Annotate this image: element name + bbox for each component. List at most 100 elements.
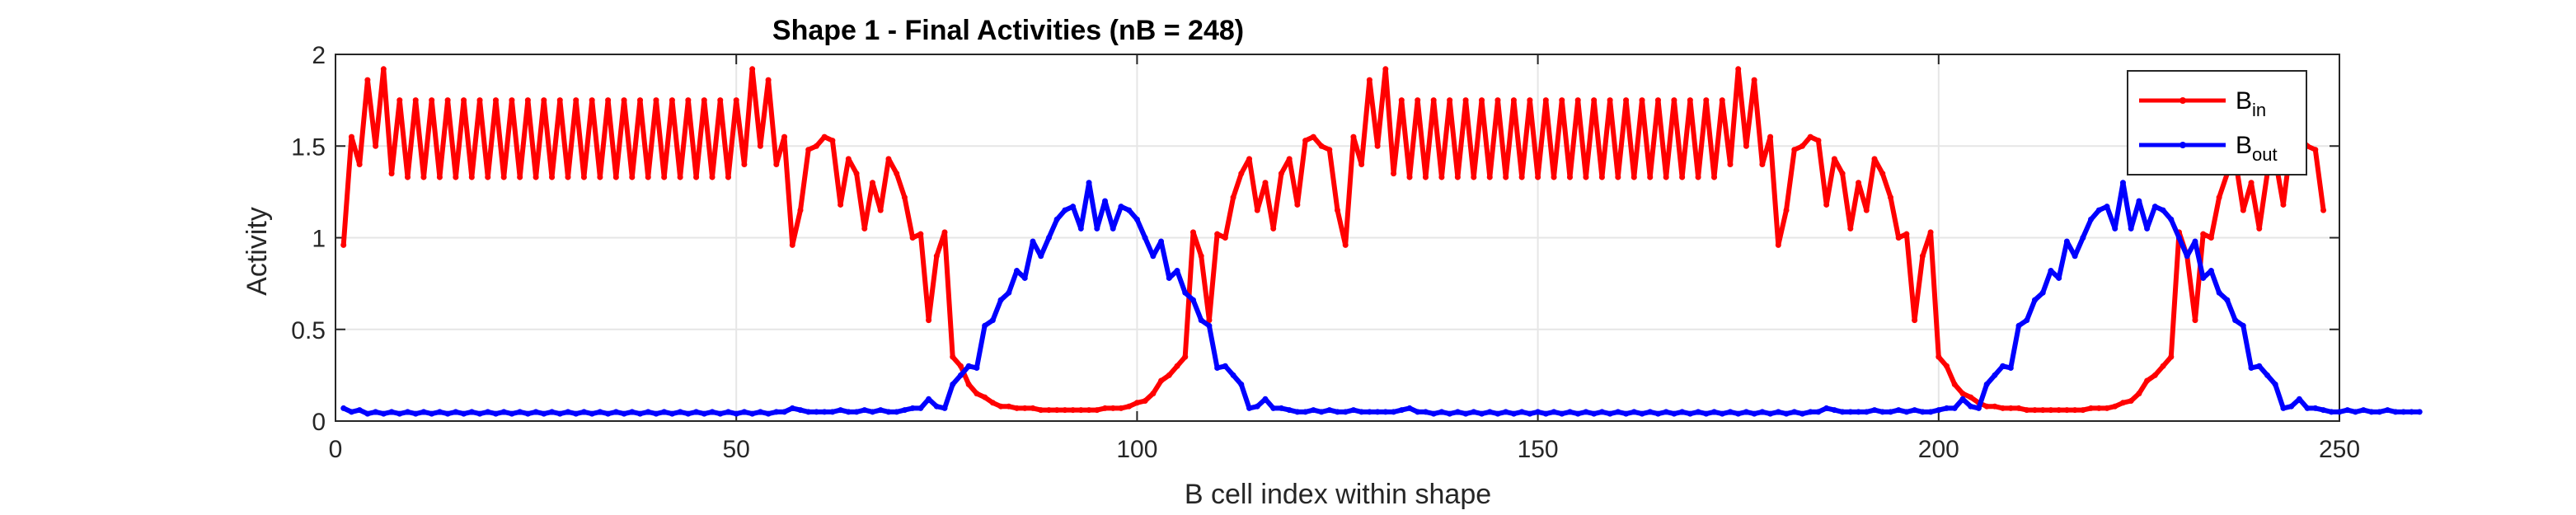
data-point xyxy=(1591,410,1598,417)
data-point xyxy=(989,400,996,406)
data-point xyxy=(2095,405,2102,411)
data-point xyxy=(1992,372,1998,378)
data-point xyxy=(2384,407,2391,414)
data-point xyxy=(1687,97,1693,104)
data-point xyxy=(2288,403,2295,410)
data-point xyxy=(838,201,844,208)
data-point xyxy=(2312,405,2319,411)
data-point xyxy=(861,407,868,414)
data-point xyxy=(805,409,812,415)
data-point xyxy=(997,297,1004,303)
data-point xyxy=(813,143,819,149)
data-point xyxy=(717,97,724,104)
x-tick-label: 250 xyxy=(2319,436,2360,463)
data-point xyxy=(453,174,459,180)
data-point xyxy=(965,363,972,369)
data-point xyxy=(1735,410,1742,417)
data-point xyxy=(2136,391,2142,397)
data-point xyxy=(1053,407,1060,414)
data-point xyxy=(476,410,483,417)
data-point xyxy=(405,174,411,180)
data-point xyxy=(1566,174,1573,180)
data-point xyxy=(957,363,964,369)
data-point xyxy=(364,77,371,83)
data-point xyxy=(2304,405,2311,411)
data-point xyxy=(877,207,884,213)
data-point xyxy=(1045,235,1052,241)
data-point xyxy=(1262,396,1269,402)
chart-title: Shape 1 - Final Activities (nB = 248) xyxy=(772,15,1244,46)
data-point xyxy=(556,410,563,417)
data-point xyxy=(1230,372,1236,378)
data-point xyxy=(1695,174,1701,180)
data-point xyxy=(845,156,852,162)
data-point xyxy=(1535,174,1541,180)
data-point xyxy=(2296,396,2302,402)
data-point xyxy=(1879,409,1886,415)
data-point xyxy=(380,410,387,417)
data-point xyxy=(749,66,756,73)
data-point xyxy=(1743,409,1749,415)
data-point xyxy=(2063,238,2070,245)
data-point xyxy=(1118,405,1124,411)
data-point xyxy=(1551,409,1557,415)
data-point xyxy=(2400,409,2407,415)
data-point xyxy=(933,403,940,410)
data-point xyxy=(1286,156,1293,162)
data-point xyxy=(2208,235,2214,241)
data-point xyxy=(541,97,547,104)
data-point xyxy=(1839,409,1846,415)
data-point xyxy=(1671,97,1677,104)
data-point xyxy=(1968,394,1974,400)
data-point xyxy=(2328,409,2334,415)
data-point xyxy=(1454,174,1461,180)
data-point xyxy=(1583,409,1589,415)
data-point xyxy=(461,97,467,104)
data-point xyxy=(1430,410,1437,417)
data-point xyxy=(1639,410,1645,417)
data-point xyxy=(2160,363,2166,369)
data-point xyxy=(1222,363,1228,369)
data-point xyxy=(1415,97,1421,104)
data-point xyxy=(1447,97,1453,104)
data-point xyxy=(436,409,443,415)
x-tick-label: 200 xyxy=(1918,436,1959,463)
data-point xyxy=(757,409,763,415)
data-point xyxy=(2000,405,2006,411)
data-point xyxy=(1189,297,1196,303)
data-point xyxy=(917,405,924,411)
data-point xyxy=(2007,364,2014,371)
data-point xyxy=(1462,410,1469,417)
data-point xyxy=(1230,194,1236,201)
data-point xyxy=(517,409,523,415)
data-point xyxy=(1415,409,1421,415)
data-point xyxy=(829,138,836,144)
data-point xyxy=(1912,317,1918,324)
data-point xyxy=(1422,409,1429,415)
data-point xyxy=(373,143,379,149)
data-point xyxy=(2264,372,2270,378)
data-point xyxy=(1799,410,1805,417)
data-point xyxy=(556,97,563,104)
data-point xyxy=(1863,207,1870,213)
data-point xyxy=(1238,171,1245,177)
data-point xyxy=(485,409,491,415)
data-point xyxy=(1335,207,1340,213)
data-point xyxy=(1158,377,1165,384)
data-point xyxy=(1335,409,1340,415)
data-point xyxy=(1422,174,1429,180)
data-point xyxy=(1198,253,1204,260)
data-point xyxy=(1479,410,1485,417)
data-point xyxy=(468,409,475,415)
data-point xyxy=(2080,235,2086,241)
data-point xyxy=(1727,409,1734,415)
data-point xyxy=(1807,133,1814,140)
data-point xyxy=(637,410,644,417)
data-point xyxy=(1302,138,1309,144)
data-point xyxy=(1102,405,1109,411)
data-point xyxy=(629,409,636,415)
data-point xyxy=(1294,201,1301,208)
data-point xyxy=(388,171,395,177)
data-point xyxy=(926,396,932,402)
data-point xyxy=(917,231,924,237)
